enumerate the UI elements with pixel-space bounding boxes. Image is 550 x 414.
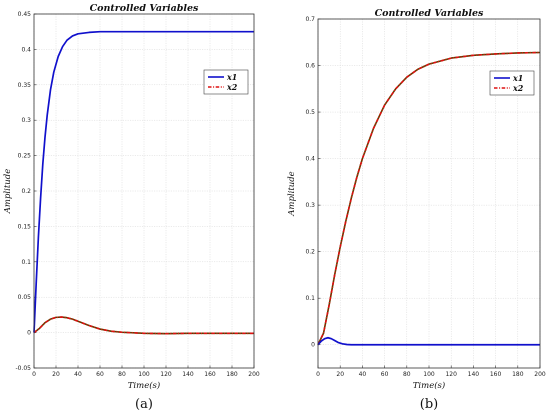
x-tick-label: 60 [381, 371, 389, 378]
chart-a-ylabel: Amplitude [3, 169, 13, 214]
chart-a-series [33, 30, 254, 335]
chart-a-grid [33, 13, 255, 369]
y-tick-label: -0.05 [15, 365, 31, 372]
x-tick-label: 0 [32, 371, 36, 378]
x-tick-label: 140 [468, 371, 480, 378]
x-tick-label: 200 [248, 371, 260, 378]
y-tick-label: 0.4 [305, 156, 315, 163]
x-tick-label: 80 [403, 371, 411, 378]
y-tick-label: 0.5 [305, 109, 315, 116]
x-tick-label: 40 [74, 371, 82, 378]
chart-b-plot-area [317, 18, 541, 369]
x-tick-label: 80 [118, 371, 126, 378]
x-tick-label: 140 [182, 371, 194, 378]
y-tick-label: 0.6 [305, 63, 315, 70]
x-tick-label: 60 [96, 371, 104, 378]
y-tick-label: 0.3 [21, 117, 31, 124]
series-line-x1 [317, 336, 540, 346]
x-tick-label: 200 [534, 371, 546, 378]
legend-label-x2: x2 [512, 83, 524, 93]
y-tick-label: 0.4 [21, 46, 31, 53]
chart-a: 0 20 40 60 80 100 120 140 160 180 200-0.0500.050.1… [3, 3, 260, 412]
legend-box [489, 70, 535, 96]
y-tick-label: 0.15 [18, 223, 32, 230]
chart-b-series [317, 51, 541, 346]
x-tick-label: 180 [226, 371, 238, 378]
chart-b-ticks: 0 20 40 60 80 100 120 140 160 180 200 0 0.1 0.2 0.3 0.4… [305, 16, 545, 378]
x-tick-label: 0 [316, 371, 320, 378]
chart-a-xlabel: Time(s) [128, 380, 160, 391]
series-line-x2 [33, 316, 254, 335]
y-tick-label: 0.1 [21, 259, 31, 266]
x-tick-label: 160 [490, 371, 502, 378]
x-tick-label: 120 [445, 371, 457, 378]
series-line-x2 [317, 51, 541, 346]
x-tick-label: 120 [160, 371, 172, 378]
y-tick-label: 0 [27, 330, 31, 337]
chart-a-ticks: 0 20 40 60 80 100 120 140 160 180 200-0.0500.050.1… [15, 11, 259, 378]
chart-a-title: Controlled Variables [90, 3, 199, 14]
y-tick-label: 0.3 [305, 202, 315, 209]
y-tick-label: 0.2 [21, 188, 31, 195]
y-tick-label: 0.05 [18, 294, 32, 301]
x-tick-label: 20 [336, 371, 344, 378]
x-tick-label: 180 [512, 371, 524, 378]
y-tick-label: 0.1 [305, 295, 315, 302]
y-tick-label: 0.45 [18, 11, 32, 18]
y-tick-label: 0.25 [18, 153, 32, 160]
x-tick-label: 40 [359, 371, 367, 378]
legend-box [203, 69, 249, 95]
legend-label-x2: x2 [226, 82, 238, 92]
chart-b: 0 20 40 60 80 100 120 140 160 180 200 0 0.1 0.2 0.3 0.4… [287, 8, 546, 412]
y-tick-label: 0 [311, 342, 315, 349]
chart-a-plot-area [33, 13, 255, 369]
chart-a-caption: (a) [135, 397, 153, 412]
chart-b-xlabel: Time(s) [413, 380, 445, 391]
x-tick-label: 100 [138, 371, 150, 378]
chart-b-caption: (b) [420, 397, 438, 412]
x-tick-label: 160 [204, 371, 216, 378]
chart-b-ylabel: Amplitude [287, 171, 297, 216]
chart-b-title: Controlled Variables [375, 8, 484, 19]
series-line-x1 [33, 30, 254, 333]
x-tick-label: 100 [423, 371, 435, 378]
legend-label-x1: x1 [512, 73, 523, 83]
y-tick-label: 0.7 [305, 16, 315, 23]
y-tick-label: 0.35 [18, 82, 32, 89]
legend-label-x1: x1 [226, 72, 237, 82]
y-tick-label: 0.2 [305, 249, 315, 256]
x-tick-label: 20 [52, 371, 60, 378]
